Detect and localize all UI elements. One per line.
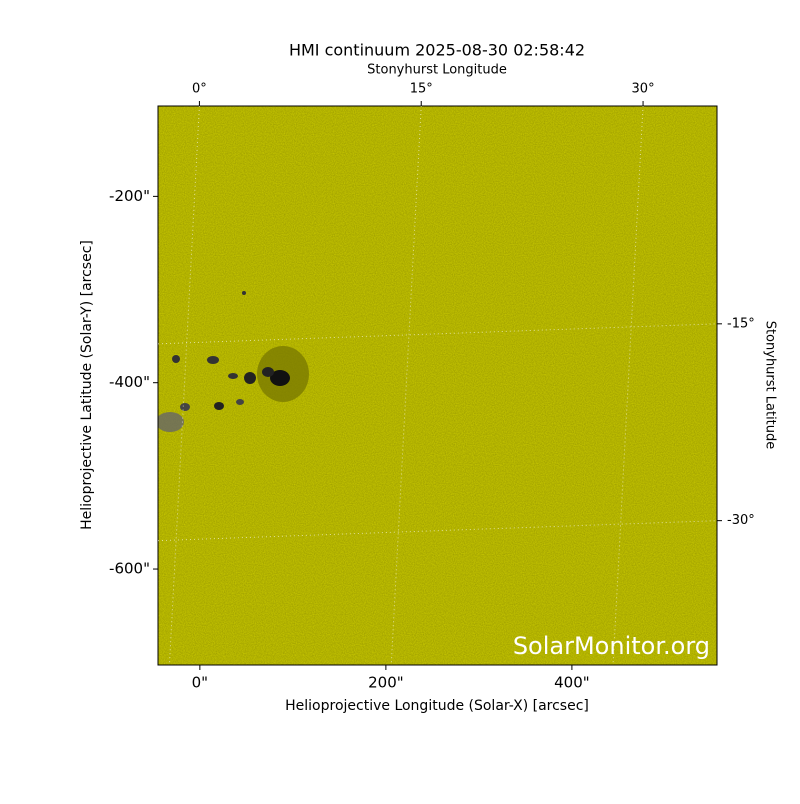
y2-tick-label: -30°	[727, 513, 755, 528]
sunspot-group	[158, 291, 309, 432]
y2-tick-label: -15°	[727, 316, 755, 331]
x-axis-label: Helioprojective Longitude (Solar-X) [arc…	[285, 698, 589, 714]
watermark: SolarMonitor.org	[513, 632, 710, 660]
y-tick-label: -600"	[109, 560, 150, 578]
x2-tick-label: 0°	[192, 82, 207, 97]
image-texture	[158, 106, 717, 665]
plot-frame	[157, 105, 718, 666]
y-tick-label: -400"	[109, 373, 150, 391]
x-tick-label: 400"	[554, 674, 590, 692]
x2-tick-label: 30°	[632, 82, 655, 97]
y2-axis-label: Stonyhurst Latitude	[763, 321, 778, 450]
y-tick-label: -200"	[109, 187, 150, 205]
x-tick-label: 200"	[368, 674, 404, 692]
x2-axis-label: Stonyhurst Longitude	[367, 63, 507, 78]
chart-title: HMI continuum 2025-08-30 02:58:42	[289, 41, 585, 60]
y-axis-label: Helioprojective Latitude (Solar-Y) [arcs…	[79, 240, 95, 530]
x2-tick-label: 15°	[410, 82, 433, 97]
x-tick-label: 0"	[192, 674, 208, 692]
